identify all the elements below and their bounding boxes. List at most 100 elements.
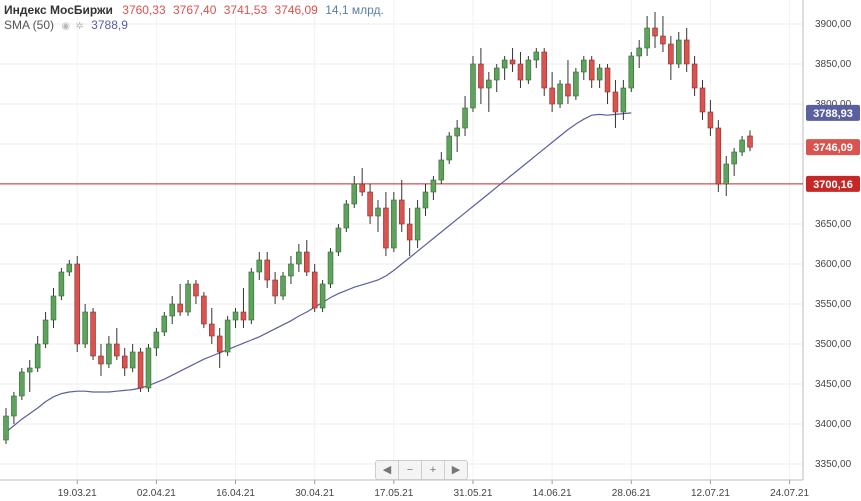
candle-body: [739, 139, 745, 153]
candle-body: [549, 87, 555, 105]
candle-body: [644, 27, 650, 49]
candle-body: [454, 127, 460, 137]
candle-body: [3, 415, 9, 441]
candle-body: [691, 63, 698, 89]
candle-body: [288, 263, 294, 277]
candle-body: [153, 331, 160, 349]
candle-body: [525, 59, 532, 81]
x-tick-label: 16.04.21: [216, 488, 255, 499]
candle-body: [573, 71, 579, 97]
candle-body: [359, 183, 365, 193]
candle-body: [280, 275, 286, 297]
candle-body: [90, 311, 96, 357]
x-tick-label: 17.05.21: [374, 488, 413, 499]
candle-body: [161, 315, 168, 333]
candle-body: [367, 191, 373, 217]
candle-body: [699, 87, 706, 113]
volume-value: 14,1 млрд.: [325, 3, 384, 17]
candle-body: [652, 27, 658, 37]
candle-body: [493, 67, 500, 81]
price-tag-label: 3788,93: [813, 108, 853, 120]
candle-body: [565, 83, 571, 97]
plot-area: [0, 0, 803, 480]
candle-body: [676, 39, 682, 65]
candle-body: [58, 271, 65, 297]
candle-body: [98, 355, 104, 365]
candle-body: [391, 199, 397, 249]
candle-body: [430, 179, 437, 193]
candle-body: [375, 207, 381, 217]
candle-body: [660, 35, 666, 45]
zoom-out-button[interactable]: −: [399, 461, 422, 479]
candle-body: [272, 279, 278, 297]
price-tag: [806, 139, 860, 156]
x-tick-label: 14.06.21: [533, 488, 572, 499]
candle-body: [216, 335, 223, 353]
candle-body: [319, 283, 326, 309]
candle-body: [612, 91, 619, 113]
candle-body: [517, 63, 524, 81]
candle-body: [351, 183, 358, 205]
zoom-in-button[interactable]: +: [422, 461, 445, 479]
candle-body: [343, 203, 350, 229]
candle-body: [201, 295, 207, 325]
candle-body: [121, 355, 128, 369]
y-tick-label: 3400,00: [815, 419, 852, 430]
ohlc-open: 3760,33: [122, 3, 166, 17]
sma-line: [5, 112, 632, 433]
y-tick-label: 3850,00: [815, 59, 852, 70]
candle-body: [74, 263, 80, 345]
gear-icon[interactable]: ✲: [75, 21, 84, 32]
price-tag-label: 3746,09: [813, 142, 853, 154]
eye-icon[interactable]: ◉: [61, 21, 71, 32]
candle-body: [533, 51, 540, 61]
candle-body: [232, 311, 239, 321]
candle-body: [50, 295, 57, 321]
y-tick-label: 3800,00: [815, 99, 852, 110]
scroll-left-button[interactable]: ◀: [376, 461, 399, 479]
candle-body: [628, 55, 635, 89]
candle-body: [177, 303, 183, 313]
candle-body: [19, 371, 25, 397]
x-tick-label: 28.06.21: [612, 488, 651, 499]
candle-body: [26, 367, 33, 373]
x-tick-label: 02.04.21: [137, 488, 176, 499]
y-tick-label: 3500,00: [815, 339, 852, 350]
candle-body: [11, 395, 17, 417]
candle-body: [296, 251, 302, 265]
scroll-right-button[interactable]: ▶: [451, 464, 461, 476]
candle-body: [248, 271, 255, 321]
candle-body: [327, 251, 334, 285]
x-tick-label: 30.04.21: [295, 488, 334, 499]
candle-body: [541, 51, 547, 89]
candle-body: [240, 311, 247, 321]
candle-body: [82, 311, 88, 345]
candle-body: [683, 39, 690, 65]
level-tag-label: 3700,16: [813, 179, 853, 191]
instrument-title: Индекс МосБиржи: [4, 3, 113, 17]
candle-body: [707, 111, 714, 129]
candle-body: [406, 223, 413, 241]
candle-body: [383, 207, 389, 249]
y-tick-label: 3650,00: [815, 219, 852, 230]
candle-body: [398, 199, 405, 225]
candle-body: [106, 343, 112, 365]
candle-body: [129, 351, 136, 369]
candle-body: [193, 283, 199, 297]
y-tick-label: 3900,00: [815, 19, 852, 30]
candle-body: [42, 319, 49, 345]
y-tick-label: 3600,00: [815, 259, 852, 270]
y-tick-label: 3350,00: [815, 459, 852, 470]
candle-body: [335, 227, 342, 253]
candle-body: [264, 259, 270, 281]
price-tag: [806, 104, 860, 121]
level-tag: [806, 175, 860, 192]
candle-body: [224, 319, 231, 353]
candle-body: [731, 151, 737, 165]
candle-body: [478, 63, 484, 89]
candle-body: [723, 163, 730, 185]
candle-body: [145, 347, 152, 389]
chart-legend: Индекс МосБиржи 3760,33 3767,40 3741,53 …: [4, 3, 384, 34]
